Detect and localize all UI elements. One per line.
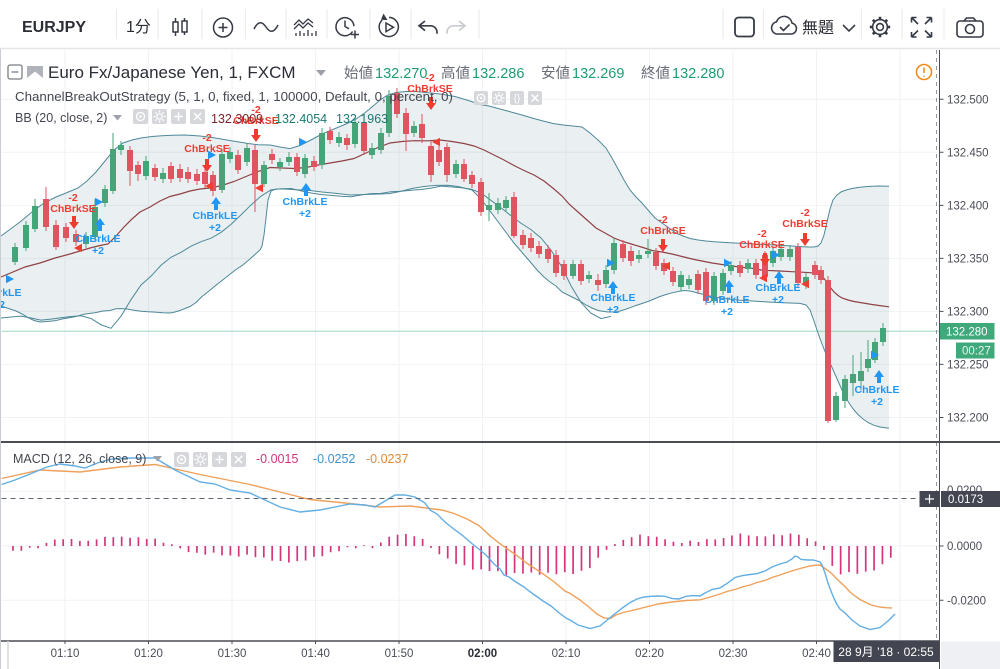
svg-text:02:10: 02:10 bbox=[552, 648, 581, 660]
svg-text:+2: +2 bbox=[721, 306, 733, 318]
svg-text:-2: -2 bbox=[68, 192, 77, 204]
svg-text:132.500: 132.500 bbox=[947, 94, 989, 106]
svg-text:ChBrkLE: ChBrkLE bbox=[855, 384, 900, 396]
svg-text:-2: -2 bbox=[251, 104, 260, 116]
svg-text:+2: +2 bbox=[871, 396, 883, 408]
svg-text:28 9月 ’18 · 02:55: 28 9月 ’18 · 02:55 bbox=[838, 645, 934, 659]
svg-text:02:00: 02:00 bbox=[468, 648, 497, 660]
svg-text:-0.0252: -0.0252 bbox=[313, 452, 355, 466]
svg-text:ChBrkLE: ChBrkLE bbox=[76, 233, 121, 245]
svg-text:ChBrkSE: ChBrkSE bbox=[640, 225, 686, 237]
svg-text:132.280: 132.280 bbox=[946, 327, 988, 339]
svg-text:ChBrkSE: ChBrkSE bbox=[184, 143, 230, 155]
svg-text:無題: 無題 bbox=[802, 19, 834, 37]
svg-text:BB (20, close, 2): BB (20, close, 2) bbox=[15, 111, 107, 125]
svg-text:01:40: 01:40 bbox=[301, 648, 330, 660]
svg-text:ChBrkSE: ChBrkSE bbox=[233, 115, 279, 127]
svg-text:-2: -2 bbox=[757, 228, 766, 240]
svg-text:132.286: 132.286 bbox=[472, 66, 524, 82]
svg-text:+2: +2 bbox=[772, 294, 784, 306]
svg-text:+2: +2 bbox=[92, 245, 104, 257]
svg-text:ChBrkLE: ChBrkLE bbox=[756, 282, 801, 294]
svg-text:132.250: 132.250 bbox=[947, 359, 989, 371]
svg-text:ChBrkLE: ChBrkLE bbox=[0, 287, 21, 299]
svg-text:02:20: 02:20 bbox=[635, 648, 664, 660]
svg-text:01:30: 01:30 bbox=[218, 648, 247, 660]
svg-text:01:50: 01:50 bbox=[385, 648, 414, 660]
svg-text:132.270: 132.270 bbox=[375, 66, 427, 82]
svg-text:00:27: 00:27 bbox=[962, 346, 991, 358]
svg-text:-2: -2 bbox=[658, 214, 667, 226]
svg-text:-0.0015: -0.0015 bbox=[256, 452, 298, 466]
svg-text:ChBrkSE: ChBrkSE bbox=[50, 203, 96, 215]
svg-text:EURJPY: EURJPY bbox=[22, 19, 86, 36]
svg-text:+2: +2 bbox=[607, 304, 619, 316]
svg-text:01:10: 01:10 bbox=[51, 648, 80, 660]
svg-text:+2: +2 bbox=[0, 299, 5, 311]
svg-text:ChBrkSE: ChBrkSE bbox=[782, 218, 828, 230]
svg-text:ChBrkSE: ChBrkSE bbox=[739, 239, 785, 251]
svg-text:安値: 安値 bbox=[541, 65, 570, 82]
svg-text:-2: -2 bbox=[425, 72, 434, 84]
svg-text:02:30: 02:30 bbox=[719, 648, 748, 660]
svg-text:132.269: 132.269 bbox=[572, 66, 624, 82]
svg-text:{}: {} bbox=[514, 94, 521, 105]
svg-text:132.400: 132.400 bbox=[947, 200, 989, 212]
svg-text:終値: 終値 bbox=[641, 65, 670, 82]
svg-text:0.0000: 0.0000 bbox=[947, 541, 982, 553]
svg-text:MACD (12, 26, close, 9): MACD (12, 26, close, 9) bbox=[13, 452, 146, 466]
svg-text:Euro Fx/Japanese Yen, 1, FXCM: Euro Fx/Japanese Yen, 1, FXCM bbox=[48, 63, 296, 82]
svg-text:ChBrkLE: ChBrkLE bbox=[591, 292, 636, 304]
svg-text:02:40: 02:40 bbox=[802, 648, 831, 660]
svg-text:高値: 高値 bbox=[441, 65, 470, 82]
svg-text:-0.0200: -0.0200 bbox=[947, 595, 986, 607]
svg-text:ChBrkSE: ChBrkSE bbox=[407, 83, 453, 95]
svg-text:132.450: 132.450 bbox=[947, 147, 989, 159]
svg-text:0.0173: 0.0173 bbox=[948, 494, 983, 506]
svg-text:-0.0237: -0.0237 bbox=[366, 452, 408, 466]
svg-text:132.1963: 132.1963 bbox=[336, 112, 388, 126]
svg-text:-2: -2 bbox=[800, 207, 809, 219]
svg-text:132.350: 132.350 bbox=[947, 253, 989, 265]
svg-text:1分: 1分 bbox=[126, 18, 151, 36]
svg-text:132.300: 132.300 bbox=[947, 306, 989, 318]
svg-text:ChBrkLE: ChBrkLE bbox=[705, 294, 750, 306]
svg-text:ChBrkLE: ChBrkLE bbox=[193, 210, 238, 222]
svg-text:01:20: 01:20 bbox=[134, 648, 163, 660]
svg-text:ChBrkLE: ChBrkLE bbox=[283, 196, 328, 208]
svg-text:132.3009: 132.3009 bbox=[211, 112, 263, 126]
svg-text:132.280: 132.280 bbox=[672, 66, 724, 82]
svg-text:-2: -2 bbox=[202, 132, 211, 144]
svg-text:+2: +2 bbox=[209, 222, 221, 234]
svg-text:132.200: 132.200 bbox=[947, 413, 989, 425]
svg-text:始値: 始値 bbox=[344, 65, 373, 82]
svg-text:132.4054: 132.4054 bbox=[275, 112, 327, 126]
svg-text:ChannelBreakOutStrategy (5, 1,: ChannelBreakOutStrategy (5, 1, 0, fixed,… bbox=[15, 90, 453, 104]
svg-text:+2: +2 bbox=[299, 208, 311, 220]
